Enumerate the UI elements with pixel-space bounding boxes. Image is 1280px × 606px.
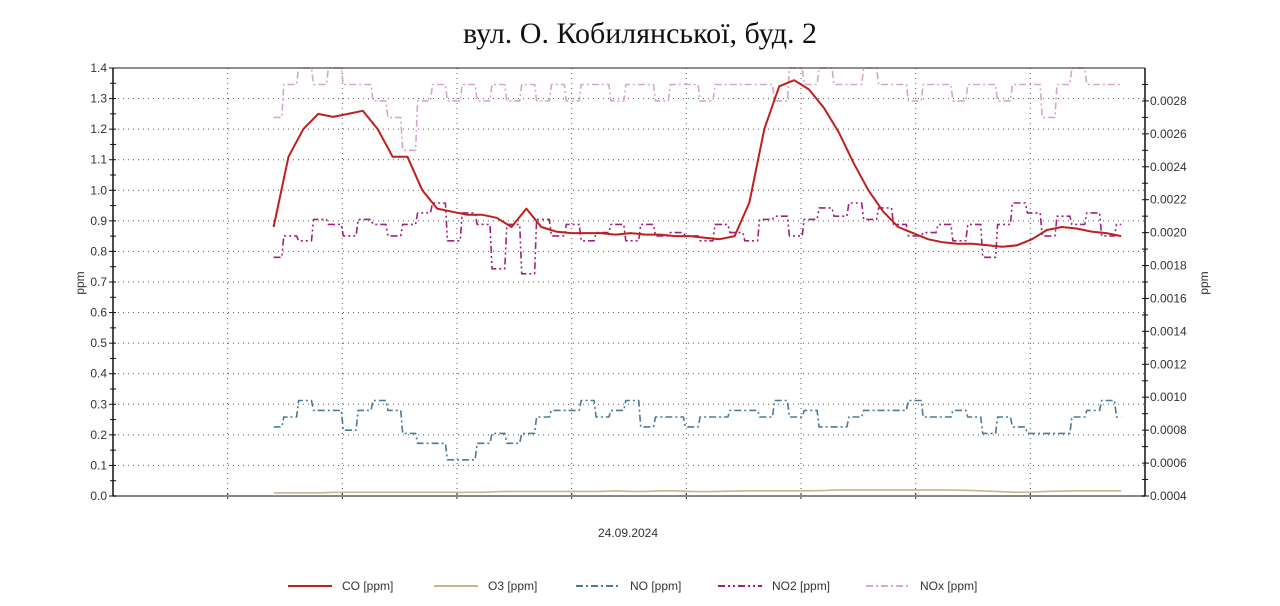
y-right-tick-label: 0.0010 — [1150, 390, 1187, 404]
y-right-tick-label: 0.0016 — [1150, 291, 1187, 305]
legend-label: NOx [ppm] — [920, 579, 977, 593]
y-left-tick-label: 0.1 — [90, 458, 107, 472]
axes: 0.0 0.1 0.2 0.3 0.4 0.5 0.6 0.7 0.8 0.9 1.0 1.1 1.2 1… — [90, 61, 1187, 503]
y-right-tick-label: 0.0006 — [1150, 456, 1187, 470]
y-left-tick-label: 1.2 — [90, 122, 107, 136]
y-left-tick-label: 0.7 — [90, 275, 107, 289]
y-left-tick-label: 0.9 — [90, 214, 107, 228]
y-left-tick-label: 1.4 — [90, 61, 107, 75]
series-line-nox — [273, 67, 1122, 152]
y-left-tick-label: 0.4 — [90, 367, 107, 381]
grid — [113, 68, 1145, 496]
legend-label: CO [ppm] — [342, 579, 393, 593]
y-right-tick-label: 0.0022 — [1150, 193, 1187, 207]
y-left-tick-label: 0.6 — [90, 306, 107, 320]
series-line-co — [272, 79, 1122, 248]
y-left-tick-label: 0.2 — [90, 428, 107, 442]
y-axis-left-label: ppm — [73, 271, 87, 294]
legend-label: NO2 [ppm] — [772, 579, 830, 593]
legend-label: NO [ppm] — [630, 579, 681, 593]
series-line-o3 — [273, 489, 1122, 494]
series-line-no — [273, 399, 1122, 461]
y-left-tick-label: 1.1 — [90, 153, 107, 167]
y-axis-right-label: ppm — [1197, 271, 1211, 294]
y-right-tick-label: 0.0004 — [1150, 489, 1187, 503]
y-left-tick-label: 0.5 — [90, 336, 107, 350]
y-left-tick-label: 1.3 — [90, 92, 107, 106]
y-right-tick-label: 0.0020 — [1150, 226, 1187, 240]
y-left-tick-label: 1.0 — [90, 183, 107, 197]
y-right-tick-label: 0.0018 — [1150, 259, 1187, 273]
y-right-tick-label: 0.0014 — [1150, 324, 1187, 338]
y-left-tick-label: 0.8 — [90, 244, 107, 258]
chart-title: вул. О. Кобилянської, буд. 2 — [463, 17, 817, 50]
y-right-tick-label: 0.0008 — [1150, 423, 1187, 437]
legend-label: O3 [ppm] — [488, 579, 537, 593]
y-right-tick-label: 0.0024 — [1150, 160, 1187, 174]
y-left-tick-label: 0.3 — [90, 397, 107, 411]
series-line-no2 — [273, 202, 1122, 275]
x-axis-label: 24.09.2024 — [598, 526, 658, 540]
y-right-tick-label: 0.0012 — [1150, 357, 1187, 371]
series-layer — [272, 67, 1122, 494]
y-right-tick-label: 0.0026 — [1150, 127, 1187, 141]
legend: CO [ppm] O3 [ppm] NO [ppm] NO2 [ppm] NOx [pp… — [288, 579, 977, 593]
y-right-tick-label: 0.0028 — [1150, 94, 1187, 108]
y-left-tick-label: 0.0 — [90, 489, 107, 503]
